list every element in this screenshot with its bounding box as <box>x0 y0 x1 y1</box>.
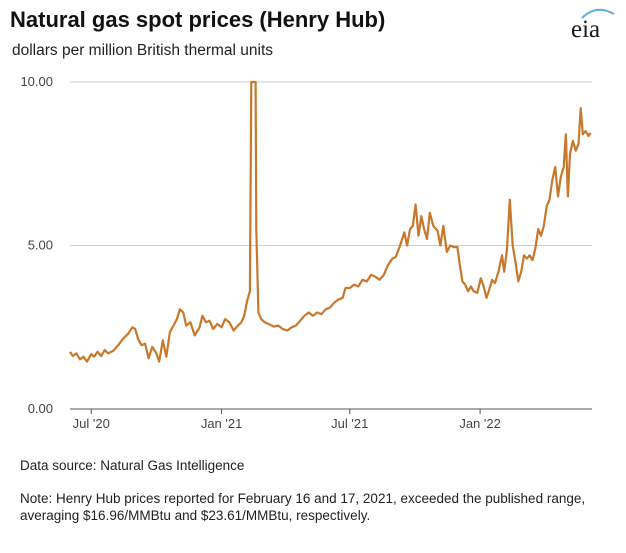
y-tick-label: 10.00 <box>20 74 53 89</box>
series-layer <box>69 80 592 363</box>
logo-swoosh <box>581 8 615 19</box>
x-tick-label: Jan '22 <box>459 416 501 431</box>
y-tick-label: 0.00 <box>28 401 53 416</box>
x-tick-label: Jul '20 <box>73 416 110 431</box>
data-source-text: Data source: Natural Gas Intelligence <box>20 458 245 473</box>
x-tick-label: Jul '21 <box>331 416 368 431</box>
x-axis-ticks: Jul '20 Jan '21 Jul '21 Jan '22 <box>73 409 501 431</box>
y-axis-ticks: 0.00 5.00 10.00 <box>20 74 53 416</box>
henry-hub-price-line <box>69 80 592 363</box>
eia-logo-text: eia <box>571 16 601 43</box>
chart-title: Natural gas spot prices (Henry Hub) <box>10 7 386 32</box>
grid-layer <box>70 81 592 410</box>
y-tick-label: 5.00 <box>28 238 53 253</box>
chart-note: Note: Henry Hub prices reported for Febr… <box>20 491 586 523</box>
chart-subtitle: dollars per million British thermal unit… <box>12 42 274 59</box>
x-tick-label: Jan '21 <box>201 416 243 431</box>
eia-logo-icon <box>581 8 615 19</box>
